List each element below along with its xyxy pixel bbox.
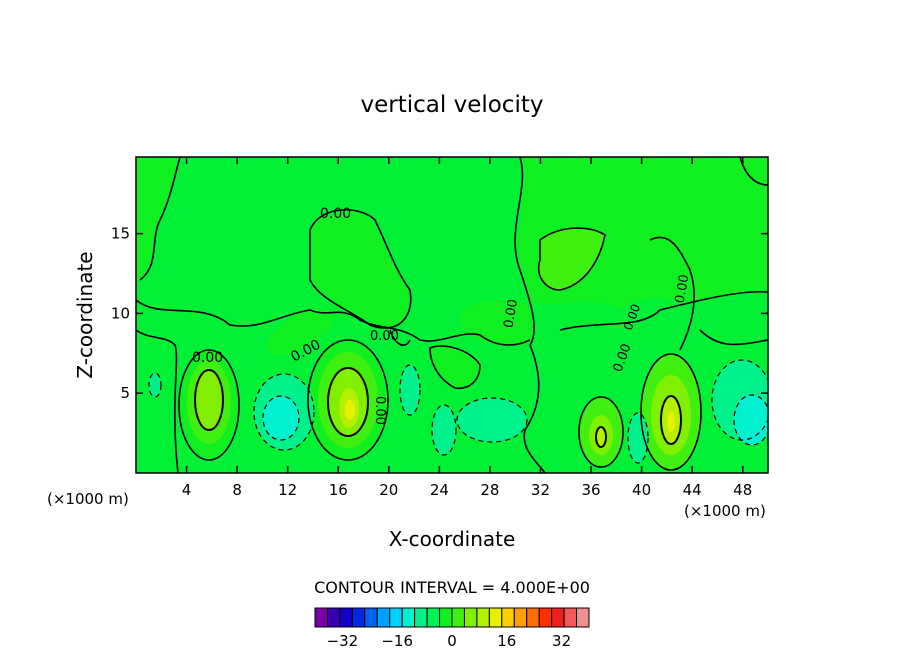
colorbar-swatch [513,607,528,628]
x-tick-label: 24 [430,481,449,499]
x-unit-left: (×1000 m) [47,490,129,508]
contour-label: 0.00 [372,396,387,425]
contour-label: 0.00 [673,273,693,304]
colorbar-swatch [339,607,353,628]
chart-title: vertical velocity [361,92,544,118]
x-axis-label: X-coordinate [389,527,516,551]
colorbar-swatch [414,607,428,628]
y-tick-label: 5 [120,384,130,402]
y-axis-label: Z-coordinate [73,251,97,378]
y-tick-label: 15 [111,225,130,243]
contour-label: 0.00 [192,350,223,366]
contour-fills [136,157,768,470]
colorbar-tick-label: 32 [552,632,571,650]
colorbar-swatch [376,607,391,628]
colorbar-swatch [488,607,503,628]
colorbar-swatch [364,607,378,628]
colorbar-swatch [476,607,490,628]
x-tick-label: 4 [182,481,192,499]
colorbar-swatch [463,607,478,628]
y-axis: 5 10 15 [111,225,768,402]
colorbar-swatch [576,607,590,628]
colorbar-ticks: −32 −16 0 16 32 [327,632,572,650]
colorbar-tick-label: 0 [447,632,457,650]
x-tick-label: 20 [379,481,398,499]
colorbar-swatch [351,607,366,628]
contour-label: 0.00 [501,298,521,329]
y-tick-label: 10 [111,304,130,322]
colorbar-swatch [563,607,578,628]
colorbar-tick-label: 16 [497,632,516,650]
contour-labels: 0.00 0.00 0.00 0.00 0.00 0.00 0.00 0.00 … [192,206,693,425]
contour-interval-text: CONTOUR INTERVAL = 4.000E+00 [314,578,590,597]
x-tick-label: 44 [683,481,702,499]
contour-label: 0.00 [370,329,399,344]
x-tick-label: 28 [480,481,499,499]
colorbar-swatch [314,607,328,628]
x-tick-label: 32 [531,481,550,499]
colorbar-swatch [439,607,453,628]
colorbar-swatch [451,607,465,628]
colorbar-swatch [401,607,416,628]
colorbar-swatch [526,607,540,628]
x-tick-label: 48 [733,481,752,499]
colorbar-swatch [426,607,441,628]
x-tick-label: 8 [232,481,242,499]
x-unit-right: (×1000 m) [684,502,766,520]
colorbar-swatch [501,607,515,628]
x-tick-label: 36 [581,481,600,499]
plot-frame [135,156,769,474]
colorbar-tick-label: −32 [327,632,359,650]
x-tick-label: 40 [632,481,651,499]
x-tick-label: 12 [278,481,297,499]
x-tick-label: 16 [329,481,348,499]
contour-label: 0.00 [320,206,351,222]
colorbar-swatch [326,607,341,628]
x-axis: 4 8 12 16 20 24 28 32 36 40 44 48 [182,157,752,499]
colorbar-swatch [389,607,403,628]
negative-contours [148,359,768,464]
plot-area: 0.00 0.00 0.00 0.00 0.00 0.00 0.00 0.00 … [135,156,769,474]
colorbar-swatch [538,607,553,628]
contour-lines [136,157,768,473]
colorbar-tick-label: −16 [381,632,413,650]
colorbar [314,607,590,628]
colorbar-swatch [551,607,565,628]
